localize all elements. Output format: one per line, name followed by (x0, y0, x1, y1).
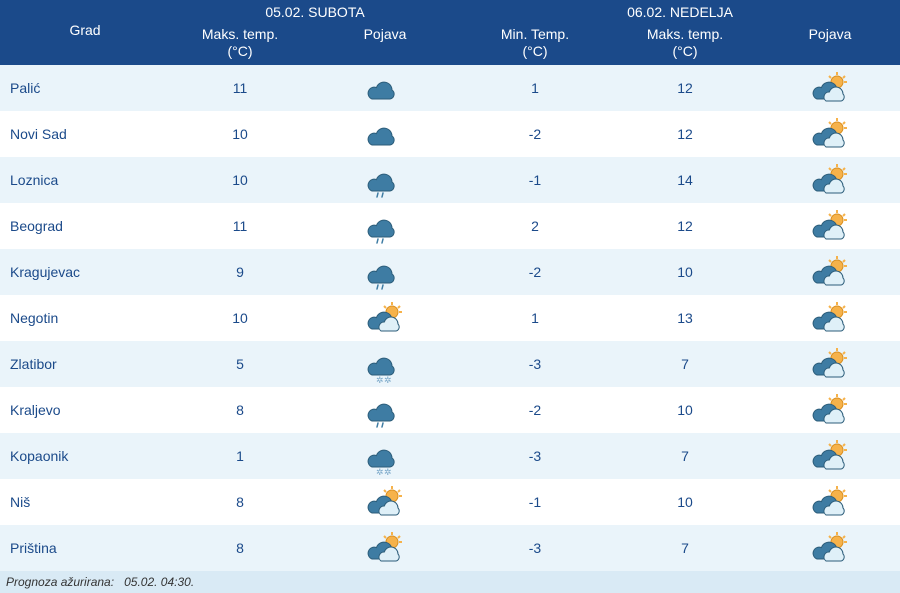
day2-max-temp: 14 (610, 157, 760, 203)
day1-max-temp: 1 (170, 433, 310, 479)
day2-min-temp: -1 (460, 479, 610, 525)
day1-weather-icon (310, 479, 460, 525)
header-day2-max: Maks. temp. (°C) (610, 22, 760, 65)
table-row: Priština8 -37 (0, 525, 900, 571)
header-day2-icon: Pojava (760, 22, 900, 65)
svg-text:✲: ✲ (376, 467, 384, 476)
table-row: Kraljevo8 -210 (0, 387, 900, 433)
day2-max-temp: 7 (610, 433, 760, 479)
day1-weather-icon (310, 111, 460, 157)
day2-min-temp: -2 (460, 387, 610, 433)
day1-weather-icon (310, 249, 460, 295)
table-row: Palić11112 (0, 65, 900, 111)
day1-weather-icon (310, 157, 460, 203)
day1-weather-icon (310, 295, 460, 341)
footer-value: 05.02. 04:30. (124, 575, 194, 589)
day1-max-temp: 8 (170, 479, 310, 525)
day2-min-temp: 1 (460, 295, 610, 341)
table-row: Zlatibor5 ✲✲ -37 (0, 341, 900, 387)
day1-max-temp: 5 (170, 341, 310, 387)
table-row: Loznica10 -114 (0, 157, 900, 203)
day2-min-temp: -3 (460, 433, 610, 479)
city-name: Novi Sad (0, 111, 170, 157)
header-day2-label: 06.02. NEDELJA (460, 0, 900, 22)
day1-max-temp: 10 (170, 295, 310, 341)
day2-min-temp: -2 (460, 111, 610, 157)
day2-max-temp: 7 (610, 525, 760, 571)
day1-max-temp: 8 (170, 387, 310, 433)
day2-weather-icon (760, 203, 900, 249)
day2-weather-icon (760, 525, 900, 571)
footer-label: Prognoza ažurirana: (6, 575, 114, 589)
day2-weather-icon (760, 157, 900, 203)
day2-weather-icon (760, 111, 900, 157)
city-name: Beograd (0, 203, 170, 249)
table-row: Kopaonik1 ✲✲ -37 (0, 433, 900, 479)
day2-weather-icon (760, 341, 900, 387)
day1-weather-icon: ✲✲ (310, 433, 460, 479)
day2-max-temp: 10 (610, 249, 760, 295)
weather-forecast-table: Grad 05.02. SUBOTA 06.02. NEDELJA Maks. … (0, 0, 900, 593)
day2-weather-icon (760, 479, 900, 525)
header-city: Grad (0, 0, 170, 65)
table-row: Kragujevac9 -210 (0, 249, 900, 295)
city-name: Priština (0, 525, 170, 571)
table-row: Negotin10 113 (0, 295, 900, 341)
day2-max-temp: 13 (610, 295, 760, 341)
city-name: Kraljevo (0, 387, 170, 433)
header-day1-label: 05.02. SUBOTA (170, 0, 460, 22)
day1-weather-icon (310, 525, 460, 571)
city-name: Niš (0, 479, 170, 525)
day2-weather-icon (760, 249, 900, 295)
day2-min-temp: 2 (460, 203, 610, 249)
day2-max-temp: 12 (610, 111, 760, 157)
day1-max-temp: 8 (170, 525, 310, 571)
day2-min-temp: -3 (460, 525, 610, 571)
day2-max-temp: 10 (610, 479, 760, 525)
table-row: Beograd11 212 (0, 203, 900, 249)
day2-max-temp: 12 (610, 203, 760, 249)
day2-weather-icon (760, 65, 900, 111)
header-day1-icon: Pojava (310, 22, 460, 65)
day2-min-temp: -1 (460, 157, 610, 203)
day1-max-temp: 11 (170, 203, 310, 249)
city-name: Zlatibor (0, 341, 170, 387)
header-day1-max: Maks. temp. (°C) (170, 22, 310, 65)
city-name: Negotin (0, 295, 170, 341)
day1-max-temp: 10 (170, 157, 310, 203)
day1-weather-icon: ✲✲ (310, 341, 460, 387)
day2-weather-icon (760, 387, 900, 433)
day1-weather-icon (310, 65, 460, 111)
table-body: Palić11112 Novi Sad10-212 (0, 65, 900, 571)
table-row: Niš8 -110 (0, 479, 900, 525)
day2-weather-icon (760, 295, 900, 341)
day1-max-temp: 10 (170, 111, 310, 157)
day1-max-temp: 9 (170, 249, 310, 295)
day2-max-temp: 7 (610, 341, 760, 387)
svg-text:✲: ✲ (376, 375, 384, 384)
table-header: Grad 05.02. SUBOTA 06.02. NEDELJA Maks. … (0, 0, 900, 65)
svg-text:✲: ✲ (384, 467, 392, 476)
svg-text:✲: ✲ (384, 375, 392, 384)
day2-min-temp: 1 (460, 65, 610, 111)
city-name: Kragujevac (0, 249, 170, 295)
day2-max-temp: 10 (610, 387, 760, 433)
day2-min-temp: -3 (460, 341, 610, 387)
day1-weather-icon (310, 387, 460, 433)
day2-min-temp: -2 (460, 249, 610, 295)
city-name: Loznica (0, 157, 170, 203)
city-name: Kopaonik (0, 433, 170, 479)
city-name: Palić (0, 65, 170, 111)
day1-max-temp: 11 (170, 65, 310, 111)
day2-weather-icon (760, 433, 900, 479)
day1-weather-icon (310, 203, 460, 249)
table-row: Novi Sad10 -212 (0, 111, 900, 157)
day2-max-temp: 12 (610, 65, 760, 111)
header-day2-min: Min. Temp. (°C) (460, 22, 610, 65)
